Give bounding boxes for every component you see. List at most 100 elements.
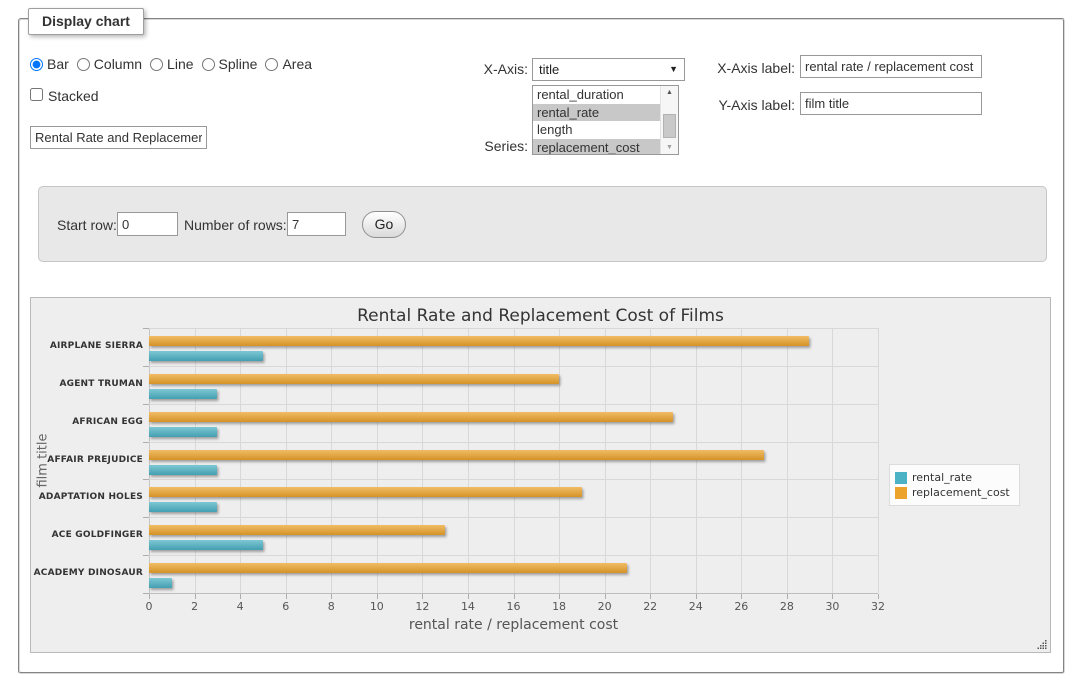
legend-item-rental-rate[interactable]: rental_rate xyxy=(895,471,1010,484)
x-gridline xyxy=(878,328,879,593)
radio-option-bar[interactable]: Bar xyxy=(30,56,69,72)
fieldset-legend: Display chart xyxy=(28,8,144,35)
chart-legend: rental_rate replacement_cost xyxy=(889,464,1020,506)
radio-bar[interactable] xyxy=(30,58,43,71)
x-tick-label: 0 xyxy=(146,600,153,613)
bar-rental_rate[interactable] xyxy=(149,427,217,437)
category-gridline xyxy=(149,517,878,518)
select-dropdown-arrow-icon: ▼ xyxy=(669,65,678,74)
x-gridline xyxy=(377,328,378,593)
radio-column[interactable] xyxy=(77,58,90,71)
legend-swatch-replacement-cost xyxy=(895,487,907,499)
radio-line[interactable] xyxy=(150,58,163,71)
bar-replacement_cost[interactable] xyxy=(149,374,559,384)
series-option-rental_duration[interactable]: rental_duration xyxy=(533,86,661,104)
stacked-checkbox-row: Stacked xyxy=(30,88,99,104)
x-tick-label: 24 xyxy=(689,600,703,613)
y-axis-label-input[interactable] xyxy=(800,92,982,115)
series-options: rental_durationrental_ratelengthreplacem… xyxy=(533,86,678,155)
y-axis-tick xyxy=(143,517,149,518)
x-gridline xyxy=(696,328,697,593)
x-axis-tick xyxy=(696,594,697,599)
x-gridline xyxy=(741,328,742,593)
x-axis-select[interactable]: title ▼ xyxy=(532,58,685,81)
legend-item-replacement-cost[interactable]: replacement_cost xyxy=(895,486,1010,499)
x-gridline xyxy=(468,328,469,593)
category-gridline xyxy=(149,555,878,556)
x-gridline xyxy=(195,328,196,593)
x-gridline xyxy=(559,328,560,593)
chart-type-radio-group: Bar Column Line Spline Area xyxy=(30,56,320,72)
y-axis-tick xyxy=(143,366,149,367)
x-axis-tick xyxy=(422,594,423,599)
radio-spline[interactable] xyxy=(202,58,215,71)
radio-option-column[interactable]: Column xyxy=(77,56,142,72)
radio-option-line[interactable]: Line xyxy=(150,56,193,72)
x-axis-label-input[interactable] xyxy=(800,55,982,78)
category-gridline xyxy=(149,404,878,405)
scrollbar-up-arrow-icon[interactable]: ▲ xyxy=(661,89,678,96)
series-option-replacement_cost[interactable]: replacement_cost xyxy=(533,139,661,156)
bar-replacement_cost[interactable] xyxy=(149,487,582,497)
start-row-label: Start row: xyxy=(57,217,117,233)
scrollbar-thumb[interactable] xyxy=(663,114,676,138)
x-axis-tick xyxy=(787,594,788,599)
radio-option-spline[interactable]: Spline xyxy=(202,56,258,72)
bar-rental_rate[interactable] xyxy=(149,578,172,588)
series-option-length[interactable]: length xyxy=(533,121,661,139)
radio-area[interactable] xyxy=(265,58,278,71)
bar-replacement_cost[interactable] xyxy=(149,336,809,346)
x-axis-tick xyxy=(605,594,606,599)
go-button[interactable]: Go xyxy=(362,211,406,238)
category-gridline xyxy=(149,479,878,480)
x-axis-tick xyxy=(286,594,287,599)
y-axis-tick xyxy=(143,593,149,594)
x-tick-label: 22 xyxy=(643,600,657,613)
x-tick-label: 6 xyxy=(282,600,289,613)
x-gridline xyxy=(149,328,150,593)
y-axis-tick xyxy=(143,328,149,329)
x-tick-label: 12 xyxy=(415,600,429,613)
x-axis-tick xyxy=(878,594,879,599)
x-tick-label: 14 xyxy=(461,600,475,613)
scrollbar-down-arrow-icon[interactable]: ▼ xyxy=(661,144,678,151)
x-tick-label: 16 xyxy=(507,600,521,613)
number-of-rows-input[interactable] xyxy=(287,212,346,236)
start-row-input[interactable] xyxy=(117,212,178,236)
legend-label-replacement-cost: replacement_cost xyxy=(912,486,1010,499)
series-scrollbar[interactable]: ▲ ▼ xyxy=(660,86,678,154)
x-axis-tick xyxy=(195,594,196,599)
bar-replacement_cost[interactable] xyxy=(149,525,445,535)
x-tick-label: 26 xyxy=(734,600,748,613)
bar-rental_rate[interactable] xyxy=(149,540,263,550)
stacked-checkbox[interactable] xyxy=(30,88,43,101)
x-axis-selected-value: title xyxy=(539,59,559,80)
x-axis-select-label: X-Axis: xyxy=(440,61,528,77)
bar-rental_rate[interactable] xyxy=(149,351,263,361)
series-select-label: Series: xyxy=(440,138,528,154)
bar-rental_rate[interactable] xyxy=(149,465,217,475)
x-gridline xyxy=(240,328,241,593)
y-axis-tick xyxy=(143,555,149,556)
legend-label-rental-rate: rental_rate xyxy=(912,471,972,484)
series-multiselect[interactable]: rental_durationrental_ratelengthreplacem… xyxy=(532,85,679,155)
x-axis-tick xyxy=(741,594,742,599)
category-gridline xyxy=(149,442,878,443)
x-gridline xyxy=(286,328,287,593)
x-tick-label: 28 xyxy=(780,600,794,613)
series-option-rental_rate[interactable]: rental_rate xyxy=(533,104,661,122)
bar-replacement_cost[interactable] xyxy=(149,412,673,422)
y-axis-tick xyxy=(143,479,149,480)
x-gridline xyxy=(331,328,332,593)
category-gridline xyxy=(149,593,878,594)
bar-rental_rate[interactable] xyxy=(149,389,217,399)
bar-replacement_cost[interactable] xyxy=(149,563,627,573)
resize-handle-icon[interactable] xyxy=(1037,639,1047,649)
radio-option-area[interactable]: Area xyxy=(265,56,312,72)
x-axis-tick xyxy=(559,594,560,599)
stacked-option[interactable]: Stacked xyxy=(30,88,99,104)
bar-rental_rate[interactable] xyxy=(149,502,217,512)
bar-replacement_cost[interactable] xyxy=(149,450,764,460)
chart-title-input[interactable] xyxy=(30,126,207,149)
x-tick-label: 4 xyxy=(237,600,244,613)
